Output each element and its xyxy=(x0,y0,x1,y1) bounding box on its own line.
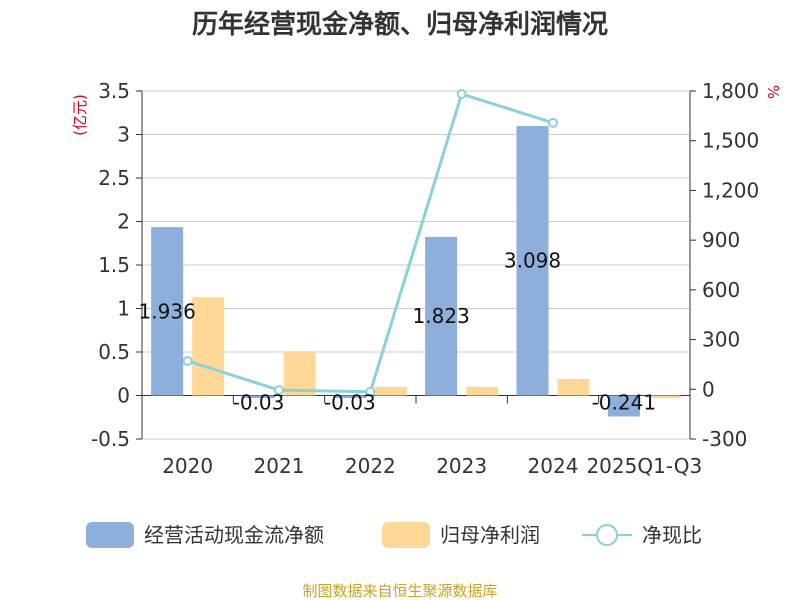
net-profit-bar xyxy=(192,297,225,396)
right-tick-label: -300 xyxy=(702,427,747,451)
x-tick-label: 2022 xyxy=(345,454,396,478)
x-tick-label: 2025Q1-Q3 xyxy=(586,454,702,478)
net-profit-bar xyxy=(374,386,407,396)
legend-swatch-net-profit xyxy=(382,522,430,548)
x-tick-label: 2024 xyxy=(528,454,579,478)
cash-flow-data-label: 1.936 xyxy=(139,299,196,323)
left-tick-label: 2 xyxy=(117,210,130,234)
ratio-point xyxy=(456,88,467,99)
left-tick-label: 3 xyxy=(117,123,130,147)
legend-label-net-profit: 归母净利润 xyxy=(440,523,540,547)
legend-label-cash-flow: 经营活动现金流净额 xyxy=(144,523,324,547)
chart-title: 历年经营现金净额、归母净利润情况 xyxy=(192,9,608,40)
left-tick-label: 1.5 xyxy=(98,253,130,277)
net-profit-bar xyxy=(648,395,681,399)
x-tick-label: 2020 xyxy=(162,454,213,478)
legend: 经营活动现金流净额 归母净利润 净现比 xyxy=(86,522,702,548)
cash-flow-data-label: -0.241 xyxy=(592,391,656,415)
cash-flow-data-label: 1.823 xyxy=(413,304,470,328)
data-labels: 1.936 -0.03 -0.03 1.823 3.098 -0.241 xyxy=(139,249,657,415)
left-tick-label: 2.5 xyxy=(98,166,130,190)
ratio-point xyxy=(274,385,284,396)
legend-swatch-ratio-marker xyxy=(596,524,618,546)
cash-flow-bar xyxy=(242,395,275,399)
cash-flow-bar xyxy=(151,227,184,396)
x-tick-label: 2021 xyxy=(254,454,305,478)
ratio-point xyxy=(182,355,193,366)
legend-label-ratio: 净现比 xyxy=(642,523,702,547)
left-tick-label: 3.5 xyxy=(98,79,130,103)
cash-flow-bar xyxy=(333,395,366,399)
cash-flow-data-label: -0.03 xyxy=(324,391,376,415)
cash-flow-data-label: 3.098 xyxy=(504,249,561,273)
ratio-point xyxy=(365,386,376,397)
right-tick-label: 600 xyxy=(702,278,740,302)
cash-flow-bar xyxy=(425,236,458,396)
right-axis-unit: % xyxy=(764,85,782,99)
source-note: 制图数据来自恒生聚源数据库 xyxy=(302,582,497,600)
left-tick-label: 0.5 xyxy=(98,340,130,364)
net-profit-bar xyxy=(557,378,590,396)
right-tick-label: 0 xyxy=(702,377,715,401)
right-tick-label: 900 xyxy=(702,228,740,252)
cash-flow-bar xyxy=(516,125,549,396)
cash-flow-data-label: -0.03 xyxy=(233,391,285,415)
right-tick-label: 1,800 xyxy=(702,79,759,103)
gridlines xyxy=(142,90,690,440)
axes: -0.5 0 0.5 1 1.5 2 2.5 3 3.5 -300 0 300 600 900 1,200 1… xyxy=(91,79,759,478)
right-tick-label: 300 xyxy=(702,328,740,352)
ratio-line xyxy=(182,88,558,397)
net-profit-bar xyxy=(283,351,316,396)
right-tick-label: 1,500 xyxy=(702,129,759,153)
left-tick-label: -0.5 xyxy=(91,427,130,451)
x-tick-label: 2023 xyxy=(436,454,487,478)
legend-swatch-cash-flow xyxy=(86,522,134,548)
left-axis-unit: (亿元) xyxy=(71,94,89,136)
left-tick-label: 1 xyxy=(117,297,130,321)
ratio-point xyxy=(548,117,558,128)
cash-flow-bar xyxy=(607,395,640,417)
ratio-line-path xyxy=(187,92,554,394)
right-tick-label: 1,200 xyxy=(702,178,759,202)
left-tick-label: 0 xyxy=(117,384,130,408)
bars xyxy=(151,125,681,417)
net-profit-bar xyxy=(466,386,499,396)
